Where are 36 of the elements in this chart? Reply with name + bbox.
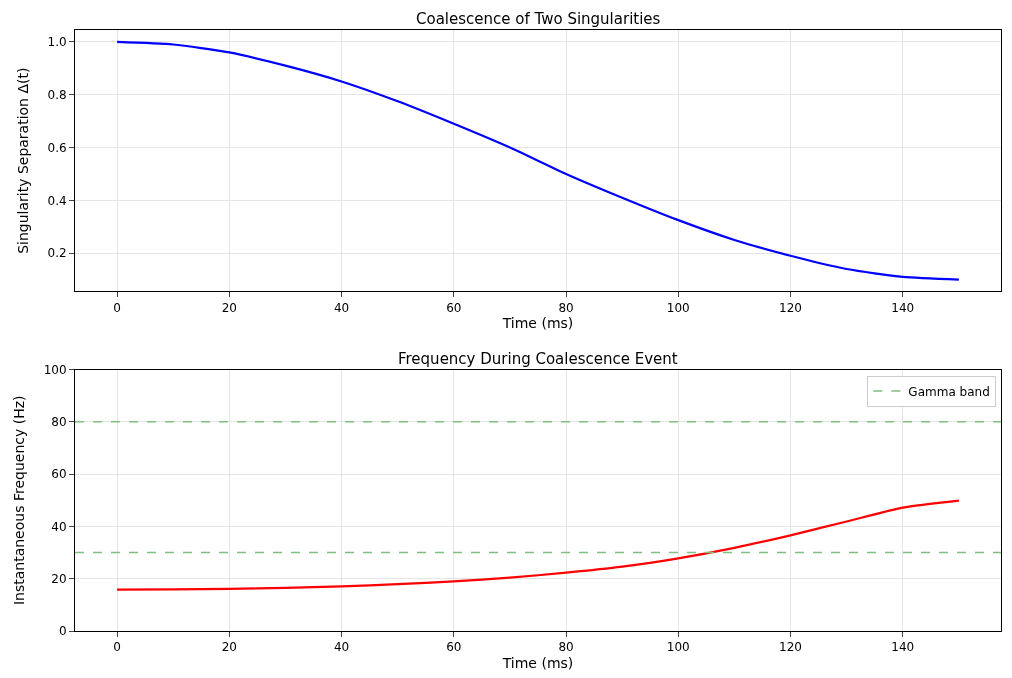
x-tick-label: 60	[446, 640, 462, 655]
line-series	[115, 499, 961, 591]
y-tick-label: 100	[43, 362, 67, 377]
y-tick-label: 0	[58, 624, 67, 639]
x-tick-label: 40	[333, 300, 350, 315]
chart-title: Frequency During Coalescence Event	[398, 350, 678, 368]
x-tick-label: 140	[891, 300, 915, 315]
y-tick-label: 80	[51, 415, 67, 430]
x-axis-title: Time (ms)	[501, 315, 574, 332]
y-tick-label: 1.0	[47, 35, 67, 50]
x-tick-label: 0	[113, 300, 121, 315]
chart-title: Coalescence of Two Singularities	[416, 10, 661, 28]
y-axis-title: Instantaneous Frequency (Hz)	[11, 395, 28, 606]
y-tick-label: 0.4	[47, 193, 67, 208]
x-tick-label: 80	[558, 640, 574, 655]
line-series	[115, 40, 961, 281]
x-tick-label: 120	[779, 640, 802, 655]
y-axis-title: Singularity Separation Δ(t)	[15, 67, 32, 254]
x-tick-label: 60	[446, 300, 462, 315]
x-tick-label: 80	[558, 300, 574, 315]
x-tick-label: 100	[666, 640, 690, 655]
y-tick-label: 60	[51, 467, 67, 482]
x-tick-label: 40	[333, 640, 350, 655]
x-tick-label: 20	[221, 640, 237, 655]
x-tick-label: 100	[666, 300, 690, 315]
x-axis-title: Time (ms)	[501, 654, 574, 671]
y-tick-label: 20	[51, 571, 67, 586]
y-tick-label: 40	[51, 519, 67, 534]
legend-label: Gamma band	[908, 384, 990, 399]
y-tick-label: 0.2	[47, 246, 67, 261]
y-tick-label: 0.8	[47, 87, 67, 102]
x-tick-label: 140	[891, 640, 915, 655]
x-tick-label: 0	[113, 640, 121, 655]
x-tick-label: 20	[221, 300, 237, 315]
x-tick-label: 120	[779, 300, 802, 315]
y-tick-label: 0.6	[47, 140, 67, 155]
